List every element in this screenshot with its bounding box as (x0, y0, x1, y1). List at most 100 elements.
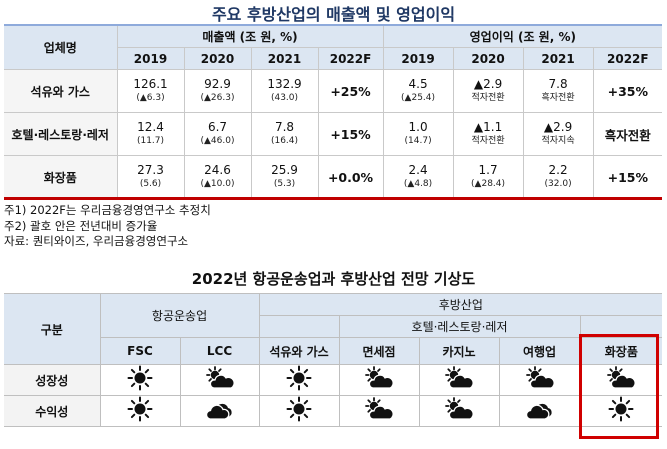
value: 25.9 (271, 163, 298, 177)
change: (▲4.8) (403, 179, 433, 189)
partly-cloudy-icon (364, 366, 394, 394)
value: 12.4 (137, 120, 164, 134)
sales-profit-table: 업체명 매출액 (조 원, %) 영업이익 (조 원, %) 2019 2020… (4, 24, 663, 199)
column-header: 화장품 (579, 337, 663, 365)
footnotes: 주1) 2022F는 우리금융경영연구소 추정치 주2) 괄호 안은 전년대비 … (4, 203, 211, 250)
partly-cloudy-icon (444, 397, 474, 425)
value: 27.3 (137, 163, 164, 177)
downstream-header: 후방산업 (258, 293, 663, 316)
weather-cell (579, 364, 663, 396)
blank-header (258, 315, 340, 338)
value: 2.4 (408, 163, 428, 177)
value: 6.7 (207, 120, 228, 134)
weather-cell (258, 395, 340, 427)
footnote: 주2) 괄호 안은 전년대비 증가율 (4, 218, 158, 233)
value: ▲2.9 (543, 120, 573, 134)
weather-cell (418, 364, 500, 396)
change: (5.6) (139, 179, 162, 189)
hotel-group-header: 호텔·레스토랑·레저 (338, 315, 581, 338)
change: (5.3) (273, 179, 296, 189)
partly-cloudy-icon (525, 366, 555, 394)
airline-header: 항공운송업 (99, 293, 260, 338)
change: 적자전환 (471, 93, 505, 103)
column-header: 면세점 (338, 337, 420, 365)
column-header: LCC (179, 337, 260, 365)
weather-cell (99, 395, 181, 427)
change: (▲25.4) (401, 93, 436, 103)
cloudy-icon (525, 398, 555, 424)
column-header: FSC (99, 337, 181, 365)
weather-cell (179, 395, 260, 427)
change: (32.0) (544, 179, 572, 189)
change: 흑자전환 (541, 93, 575, 103)
weather-cell (418, 395, 500, 427)
year-header: 2021 (523, 47, 594, 70)
partly-cloudy-icon (606, 366, 636, 394)
value: 1.7 (478, 163, 498, 177)
value: 126.1 (133, 77, 168, 91)
year-header: 2022F (318, 47, 384, 70)
footnote: 자료: 퀀티와이즈, 우리금융경영연구소 (4, 234, 189, 248)
weather-cell (498, 395, 581, 427)
year-header: 2021 (251, 47, 319, 70)
category-header: 구분 (4, 293, 101, 365)
sun-icon (127, 396, 153, 426)
change: 적자전환 (471, 136, 505, 146)
outlook-weather-table: 구분 항공운송업 후방산업 호텔·레스토랑·레저 FSC LCC 석유와 가스 … (4, 293, 663, 427)
partly-cloudy-icon (364, 397, 394, 425)
value: 132.9 (267, 77, 302, 91)
sun-icon (286, 365, 312, 395)
change: (▲26.3) (200, 93, 235, 103)
forecast: +25% (318, 69, 384, 113)
weather-cell (338, 364, 420, 396)
table2-title: 2022년 항공운송업과 후방산업 전망 기상도 (191, 270, 476, 288)
forecast: +15% (318, 112, 384, 156)
change: (▲10.0) (200, 179, 235, 189)
year-header: 2020 (184, 47, 252, 70)
year-header: 2019 (383, 47, 454, 70)
value: 92.9 (204, 77, 231, 91)
table-row: 석유와 가스 126.1 (▲6.3) 92.9 (▲26.3) 132.9 (43.… (4, 69, 663, 113)
value: 24.6 (204, 163, 231, 177)
weather-cell (498, 364, 581, 396)
year-header: 2019 (117, 47, 185, 70)
sun-icon (127, 365, 153, 395)
company-name: 석유와 가스 (4, 69, 118, 113)
highlight-underline (4, 197, 662, 200)
value: 7.8 (548, 77, 568, 91)
change: (14.7) (404, 136, 432, 146)
column-header: 여행업 (498, 337, 581, 365)
column-header: 석유와 가스 (258, 337, 340, 365)
highlight-box (579, 334, 659, 439)
weather-cell (338, 395, 420, 427)
change: (▲6.3) (136, 93, 165, 103)
profit-header: 영업이익 (조 원, %) (383, 24, 663, 48)
company-header: 업체명 (4, 24, 118, 70)
change: (▲46.0) (200, 136, 235, 146)
forecast: +0.0% (318, 155, 384, 199)
change: 적자지속 (541, 136, 575, 146)
value: ▲2.9 (473, 77, 503, 91)
table-row: 호텔·레스토랑·레저 12.4 (11.7) 6.7 (▲46.0) 7.8 (16.… (4, 112, 663, 156)
change: (43.0) (270, 93, 299, 103)
table1-title: 주요 후방산업의 매출액 및 영업이익 (211, 5, 456, 24)
partly-cloudy-icon (444, 366, 474, 394)
change: (11.7) (136, 136, 165, 146)
company-name: 호텔·레스토랑·레저 (4, 112, 118, 156)
change: (16.4) (270, 136, 299, 146)
value: 4.5 (408, 77, 428, 91)
company-name: 화장품 (4, 155, 118, 199)
sun-icon (286, 396, 312, 426)
row-label: 수익성 (4, 395, 101, 427)
value: 2.2 (548, 163, 568, 177)
weather-cell (258, 364, 340, 396)
year-header: 2020 (453, 47, 524, 70)
footnote: 주1) 2022F는 우리금융경영연구소 추정치 (4, 203, 211, 217)
forecast: +35% (593, 69, 663, 113)
value: 1.0 (408, 120, 428, 134)
sales-header: 매출액 (조 원, %) (117, 24, 384, 48)
value: 7.8 (274, 120, 295, 134)
row-label: 성장성 (4, 364, 101, 396)
sun-icon (608, 396, 634, 426)
forecast: 흑자전환 (593, 112, 663, 156)
